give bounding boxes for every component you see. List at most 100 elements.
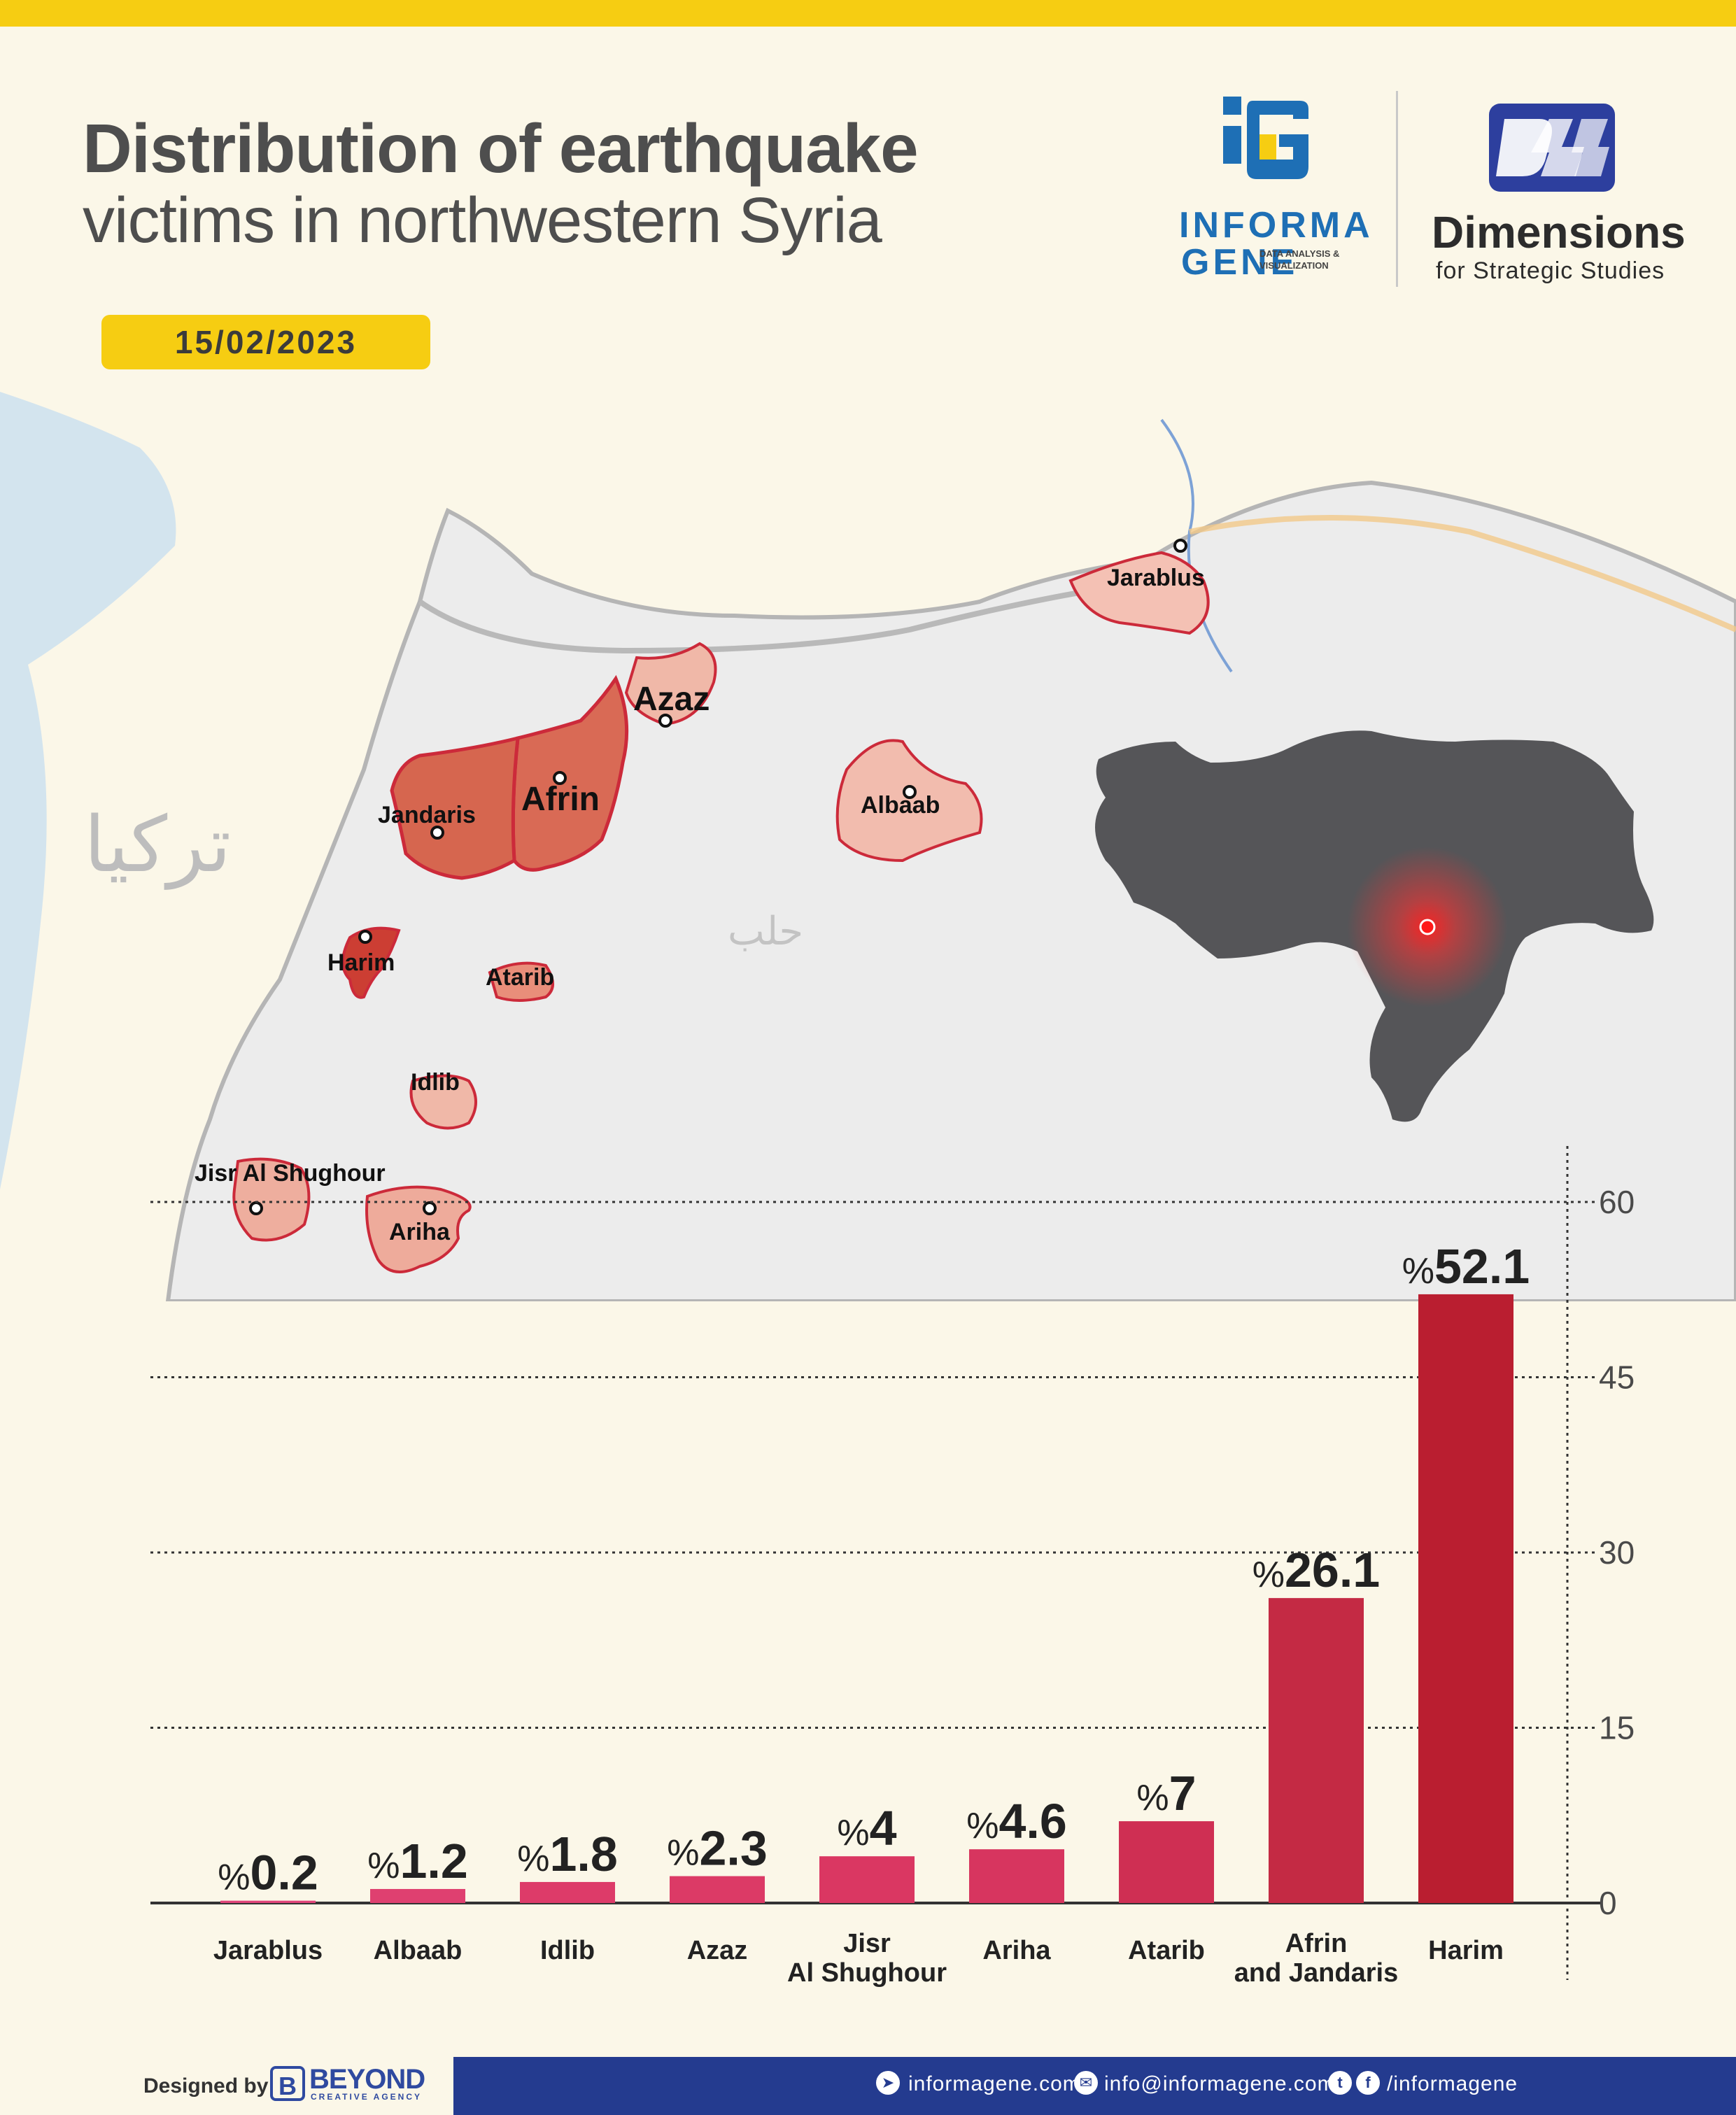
bar — [1269, 1598, 1364, 1903]
dot-ariha — [423, 1201, 437, 1215]
dot-albaab — [903, 785, 917, 799]
region-atarib — [488, 961, 554, 1002]
data-label: %52.1 — [1402, 1239, 1530, 1294]
y-tick-label: 0 — [1599, 1885, 1617, 1921]
x-tick-label: Jisr Al Shughour — [787, 1929, 947, 1988]
dot-azaz — [658, 714, 672, 728]
logo-divider — [1396, 91, 1398, 287]
road-line — [1189, 515, 1736, 632]
label-jarablus: Jarablus — [1107, 565, 1205, 591]
dimensions-logo-icon — [1489, 104, 1615, 192]
label-idlib: Idlib — [411, 1069, 460, 1096]
bar-chart: 0 15 30 45 60 %0.2 Jarablus %1.2 Albaab %1.8 Idlib… — [150, 1146, 1635, 1988]
logo-dot — [1223, 97, 1241, 115]
chart-bars — [220, 1294, 1513, 1903]
label-ariha: Ariha — [389, 1219, 451, 1245]
dot-afrin — [553, 771, 567, 785]
bar — [819, 1856, 915, 1903]
border-line — [418, 578, 1155, 654]
region-albaab — [835, 739, 983, 863]
data-label: %26.1 — [1252, 1543, 1381, 1597]
x-tick-label: Afrin and Jandaris — [1234, 1929, 1398, 1988]
email-link[interactable]: info@informagene.com — [1104, 2072, 1336, 2095]
email-icon: ✉ — [1074, 2071, 1098, 2095]
dss-shape-2 — [1531, 119, 1584, 176]
data-label: %7 — [1136, 1766, 1196, 1820]
informagene-logo-icon — [1223, 97, 1308, 179]
region-idlib — [409, 1074, 477, 1130]
bar — [1418, 1294, 1513, 1903]
earthquake-epicenter-icon — [1419, 919, 1436, 935]
data-label: %4.6 — [966, 1794, 1067, 1848]
bar — [520, 1881, 615, 1903]
dss-shape-3 — [1572, 119, 1609, 176]
x-tick-label: Jarablus — [213, 1936, 323, 1965]
label-atarib: Atarib — [486, 964, 554, 991]
x-tick-label: Azaz — [687, 1936, 748, 1965]
twitter-icon[interactable]: t — [1328, 2071, 1352, 2095]
top-accent-band — [0, 0, 1736, 27]
region-harim — [341, 926, 401, 999]
x-tick-label: Atarib — [1128, 1936, 1205, 1965]
dss-shape-1 — [1496, 119, 1552, 176]
social-handle-link[interactable]: /informagene — [1387, 2072, 1518, 2095]
label-jisr: Jisr Al Shughour — [195, 1160, 386, 1187]
beyond-logo-icon: B — [270, 2066, 305, 2101]
date-badge: 15/02/2023 — [101, 315, 430, 369]
bar — [1119, 1821, 1214, 1903]
page-title: Distribution of earthquake victims in no… — [83, 110, 919, 256]
bar — [969, 1849, 1064, 1903]
dot-jarablus — [1173, 539, 1187, 553]
bar — [370, 1888, 465, 1903]
title-line-2: victims in northwestern Syria — [83, 184, 882, 256]
informagene-tagline: DATA ANALYSIS & VISUALIZATION — [1259, 248, 1340, 271]
data-label: %0.2 — [218, 1846, 318, 1900]
designed-by-label: Designed by — [143, 2074, 269, 2098]
informagene-word-2: GENE — [1181, 242, 1299, 283]
facebook-icon[interactable]: f — [1356, 2071, 1380, 2095]
y-tick-label: 45 — [1599, 1359, 1635, 1396]
euphrates-river — [1160, 418, 1233, 673]
label-azaz: Azaz — [633, 681, 710, 718]
bar — [670, 1876, 765, 1903]
logo-stem — [1223, 126, 1241, 164]
region-azaz — [624, 642, 717, 726]
label-afrin: Afrin — [521, 781, 600, 818]
y-tick-label: 60 — [1599, 1184, 1635, 1220]
data-label: %1.8 — [517, 1827, 618, 1881]
data-label: %2.3 — [667, 1821, 768, 1876]
country-label: تركيا — [84, 800, 231, 890]
title-line-1: Distribution of earthquake — [83, 110, 919, 187]
dimensions-name: Dimensions — [1432, 207, 1686, 257]
bar — [220, 1900, 316, 1903]
dot-jandaris — [430, 826, 444, 840]
region-jandaris — [390, 735, 520, 880]
y-tick-label: 30 — [1599, 1534, 1635, 1571]
website-link[interactable]: informagene.com — [908, 2072, 1081, 2095]
syria-land — [165, 480, 1736, 1301]
region-jisr — [232, 1157, 311, 1242]
beyond-agency-name: BEYOND — [309, 2064, 425, 2095]
x-tick-label: Albaab — [374, 1936, 463, 1965]
chart-labels: 0 15 30 45 60 %0.2 Jarablus %1.2 Albaab %1.8 Idlib… — [213, 1184, 1635, 1988]
y-tick-label: 15 — [1599, 1710, 1635, 1746]
x-tick-label: Idlib — [540, 1936, 595, 1965]
data-label: %1.2 — [367, 1834, 468, 1888]
label-jandaris: Jandaris — [378, 802, 476, 828]
informagene-word-1: INFORMA — [1179, 205, 1374, 246]
label-harim: Harim — [327, 949, 395, 976]
region-jarablus — [1068, 551, 1210, 635]
city-label-aleppo: حلب — [728, 909, 803, 954]
region-map: تركيا حلب Jarablus Azaz Albaab Afrin Jan… — [0, 392, 1736, 1301]
beyond-agency-subtitle: CREATIVE AGENCY — [311, 2092, 423, 2102]
x-tick-label: Harim — [1428, 1936, 1504, 1965]
x-tick-label: Ariha — [982, 1936, 1051, 1965]
region-ariha — [365, 1185, 472, 1273]
data-label: %4 — [837, 1801, 896, 1855]
dot-harim — [358, 930, 372, 944]
cursor-icon: ➤ — [876, 2071, 900, 2095]
label-albaab: Albaab — [861, 792, 940, 819]
sea-area — [0, 392, 176, 1189]
dimensions-subtitle: for Strategic Studies — [1436, 257, 1665, 284]
logo-yellow — [1259, 134, 1276, 160]
